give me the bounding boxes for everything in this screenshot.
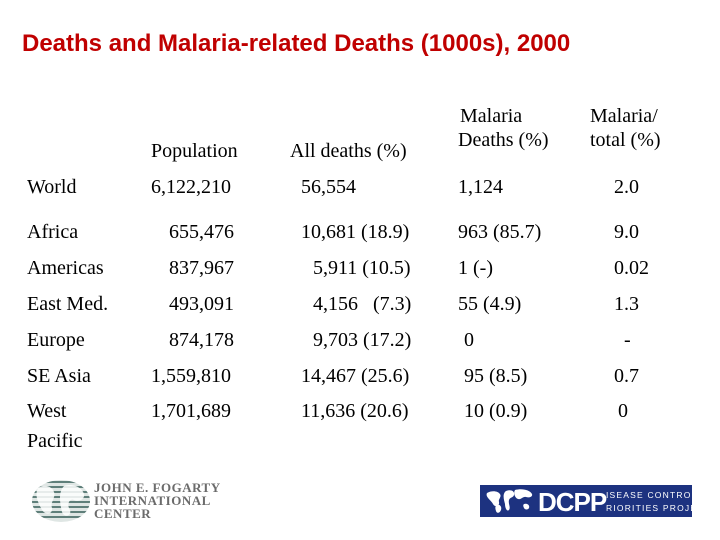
row-malaria-total: 0.7: [614, 365, 639, 387]
row-population: 1,559,810: [151, 365, 231, 387]
header-malaria-deaths-line2: Deaths (%): [458, 129, 549, 151]
slide-title: Deaths and Malaria-related Deaths (1000s…: [22, 30, 571, 57]
row-population: 874,178: [169, 329, 234, 351]
header-malaria-total: Malaria/ total (%): [590, 104, 661, 152]
row-all-deaths: 56,554: [301, 176, 356, 198]
header-all-deaths: All deaths (%): [290, 140, 407, 162]
row-malaria-total: 9.0: [614, 221, 639, 243]
row-malaria-total: 1.3: [614, 293, 639, 315]
fogarty-name-line3: CENTER: [94, 506, 152, 521]
row-malaria-deaths: 1 (-): [458, 257, 493, 279]
dcpp-name: DCPP: [538, 487, 607, 517]
row-all-deaths: 5,911 (10.5): [313, 257, 411, 279]
row-region: World: [27, 176, 77, 198]
fogarty-name-line2: INTERNATIONAL: [94, 493, 211, 508]
world-map-icon: [486, 489, 533, 513]
row-region: SE Asia: [27, 365, 91, 387]
header-malaria-total-line2: total (%): [590, 129, 661, 151]
row-all-deaths: 14,467 (25.6): [301, 365, 410, 387]
row-malaria-deaths: 1,124: [458, 176, 503, 198]
row-all-deaths: 11,636 (20.6): [301, 400, 409, 422]
header-malaria-deaths: Malaria Deaths (%): [458, 104, 549, 152]
row-malaria-total: -: [624, 329, 631, 351]
row-region-line2: Pacific: [27, 430, 83, 452]
row-region: Africa: [27, 221, 79, 243]
row-malaria-deaths: 963 (85.7): [458, 221, 542, 243]
globe-icon: [32, 480, 90, 522]
row-population: 1,701,689: [151, 400, 231, 422]
row-all-deaths: 4,156 (7.3): [313, 293, 412, 315]
row-population: 6,122,210: [151, 176, 231, 198]
dcpp-logo: DCPP ISEASE CONTROL RIORITIES PROJECT: [480, 485, 710, 517]
row-population: 493,091: [169, 293, 234, 315]
fogarty-logo: JOHN E. FOGARTY INTERNATIONAL CENTER: [30, 478, 270, 524]
header-population: Population: [151, 140, 238, 162]
fogarty-name-line1: JOHN E. FOGARTY: [94, 480, 221, 495]
row-malaria-deaths: 0: [464, 329, 474, 351]
row-region: Americas: [27, 257, 104, 279]
row-malaria-deaths: 10 (0.9): [464, 400, 528, 422]
row-region: West: [27, 400, 67, 422]
row-malaria-deaths: 55 (4.9): [458, 293, 522, 315]
row-malaria-total: 2.0: [614, 176, 639, 198]
header-malaria-total-line1: Malaria/: [590, 105, 658, 127]
row-region: East Med.: [27, 293, 109, 315]
dcpp-subtitle-line2: RIORITIES PROJECT: [606, 503, 711, 513]
dcpp-subtitle-line1: ISEASE CONTROL: [606, 490, 698, 500]
row-population: 655,476: [169, 221, 234, 243]
row-region: Europe: [27, 329, 85, 351]
row-all-deaths: 10,681 (18.9): [301, 221, 410, 243]
row-all-deaths: 9,703 (17.2): [313, 329, 412, 351]
row-malaria-total: 0.02: [614, 257, 649, 279]
row-malaria-deaths: 95 (8.5): [464, 365, 528, 387]
row-population: 837,967: [169, 257, 234, 279]
row-malaria-total: 0: [618, 400, 628, 422]
header-malaria-deaths-line1: Malaria: [460, 105, 523, 127]
